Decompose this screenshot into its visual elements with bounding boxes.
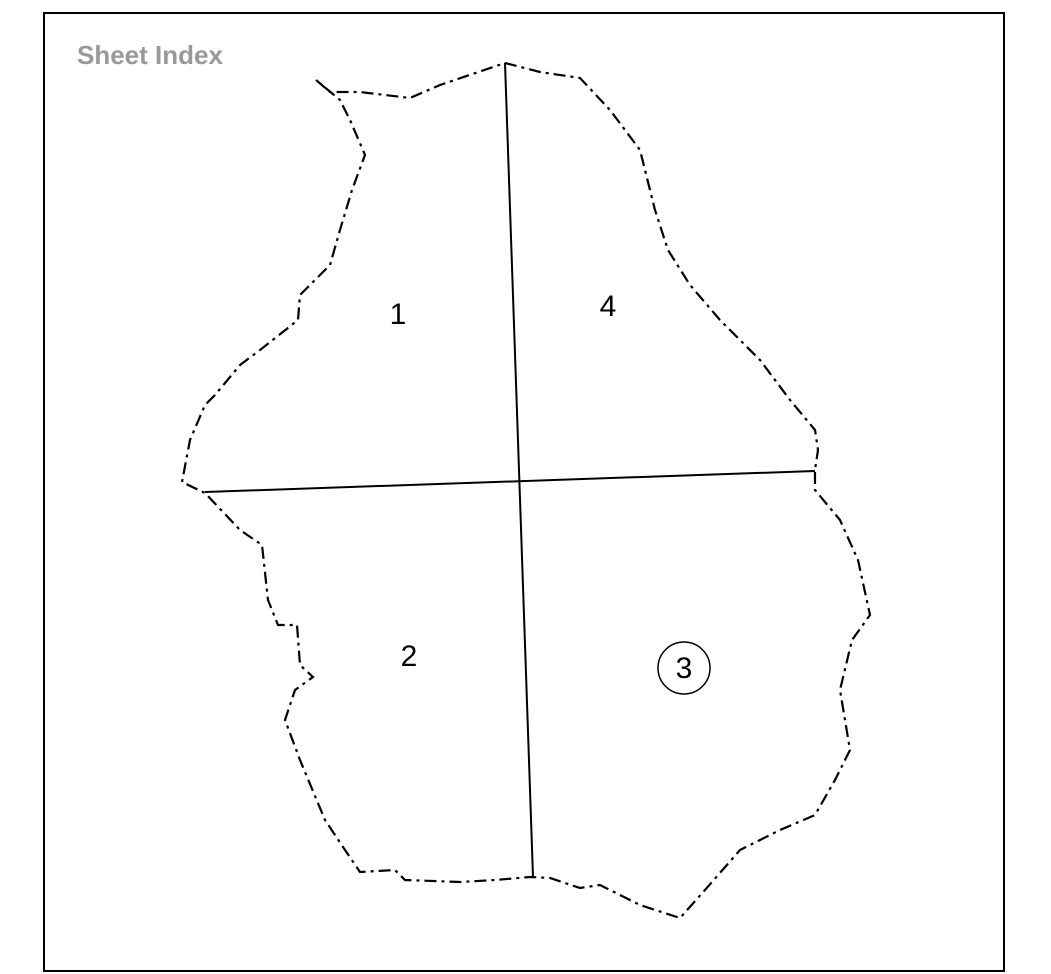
sheet-label: 2	[401, 640, 418, 673]
sheet-label: 1	[390, 298, 407, 331]
horizontal-divider	[204, 470, 816, 493]
title: Sheet Index	[77, 40, 223, 70]
vertical-divider	[504, 62, 534, 878]
sheet-label: 3	[676, 652, 693, 685]
boundary	[180, 61, 872, 920]
sheet-label: 4	[600, 290, 617, 323]
current-sheet-circle	[657, 641, 711, 695]
frame	[43, 12, 1005, 972]
